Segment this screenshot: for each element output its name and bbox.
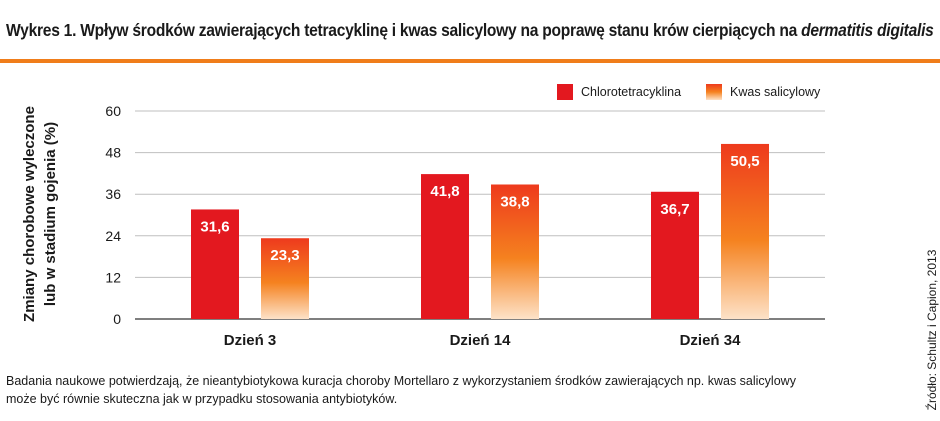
x-tick-label: Dzień 3 (224, 332, 277, 349)
legend-item-chlorotetracyklina: Chlorotetracyklina (557, 82, 681, 102)
y-tick-label: 60 (105, 103, 121, 119)
chart-title: Wykres 1. Wpływ środków zawierających te… (6, 20, 934, 40)
legend-swatch-kwas-salicylowy (706, 84, 722, 100)
y-tick-label: 24 (105, 228, 121, 244)
y-tick-label: 12 (105, 269, 121, 285)
bar-chlorotetracyklina-1 (191, 209, 239, 319)
bar-chlorotetracyklina-2 (421, 174, 469, 319)
footnote: Badania naukowe potwierdzają, że nieanty… (6, 372, 866, 408)
bar-value-label: 23,3 (270, 247, 299, 264)
grid-lines (135, 110, 825, 320)
bar-value-label: 50,5 (730, 153, 759, 170)
footnote-line2: może być równie skuteczna jak w przypadk… (6, 392, 398, 406)
x-axis-labels: Dzień 3 Dzień 14 Dzień 34 (224, 332, 741, 349)
bar-value-label: 36,7 (660, 201, 689, 218)
title-divider (0, 59, 940, 63)
x-tick-label: Dzień 14 (450, 332, 512, 349)
y-axis-ticks: 0 12 24 36 48 60 (105, 103, 121, 327)
bar-value-label: 31,6 (200, 218, 229, 235)
bar-value-label: 38,8 (500, 193, 529, 210)
legend-item-kwas-salicylowy: Kwas salicylowy (706, 82, 820, 102)
bar-chlorotetracyklina-3 (651, 191, 699, 319)
bar-value-label: 41,8 (430, 183, 459, 200)
bar-kwas-salicylowy-2 (491, 184, 539, 319)
bars: 31,6 23,3 41,8 38,8 36,7 50,5 (191, 143, 769, 319)
y-tick-label: 0 (113, 311, 121, 327)
legend-label-chlorotetracyklina: Chlorotetracyklina (581, 85, 682, 99)
x-tick-label: Dzień 34 (680, 332, 742, 349)
legend-swatch-chlorotetracyklina (557, 84, 573, 100)
bar-chart: 0 12 24 36 48 60 31,6 23,3 41,8 38,8 36,7 50,5 Dzi… (105, 103, 825, 349)
chart-title-italic: dermatitis digitalis (801, 20, 934, 40)
legend-label-kwas-salicylowy: Kwas salicylowy (730, 85, 821, 99)
y-tick-label: 36 (105, 186, 121, 202)
source-note: Źródło: Schultz i Capion, 2013 (925, 249, 939, 411)
footnote-line1: Badania naukowe potwierdzają, że nieanty… (6, 374, 796, 388)
bar-kwas-salicylowy-3 (721, 143, 769, 319)
bar-kwas-salicylowy-1 (261, 238, 309, 319)
y-tick-label: 48 (105, 145, 121, 161)
